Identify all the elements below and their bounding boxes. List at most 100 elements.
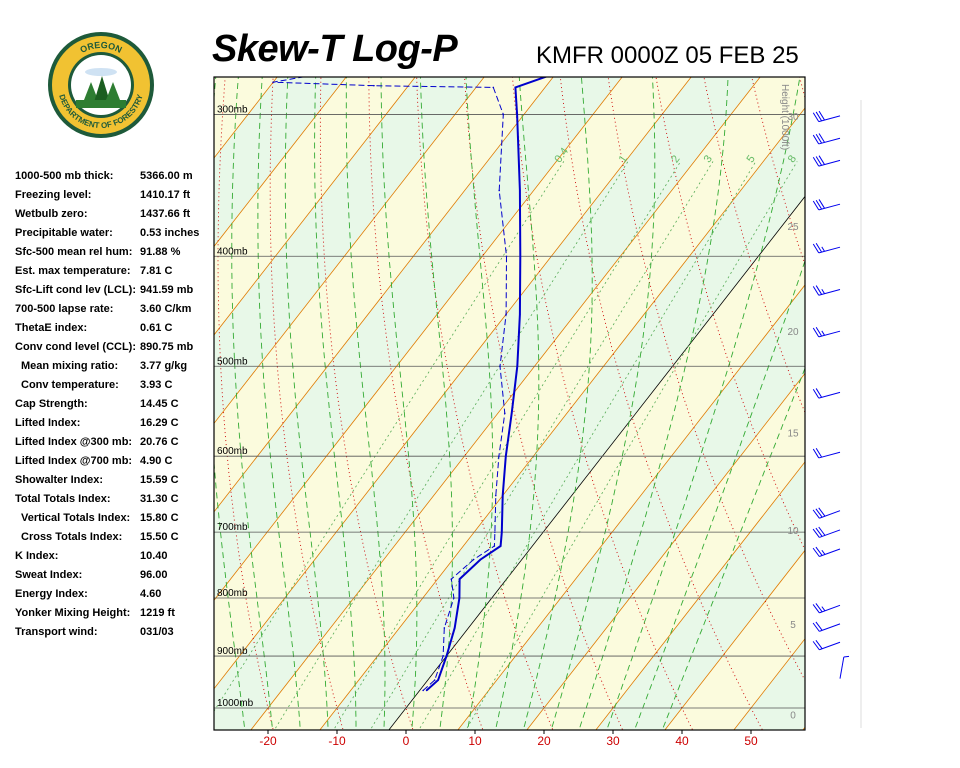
oregon-forestry-logo: OREGON DEPARTMENT OF FORESTRY	[46, 30, 156, 140]
moist-adiabat	[284, 77, 329, 730]
wind-barb-shaft	[839, 656, 845, 679]
height-tick-label: 10	[787, 526, 799, 537]
dewpoint-point	[433, 679, 436, 681]
wind-barb-flag	[815, 199, 823, 210]
x-tick-label: -20	[259, 734, 277, 748]
wind-barb-shaft	[819, 641, 841, 651]
isotherm	[214, 77, 554, 513]
dry-adiabat	[894, 73, 960, 736]
wind-barb-flag	[818, 199, 825, 209]
isotherm	[214, 77, 347, 248]
wind-barb-flag	[818, 526, 826, 536]
dewpoint-point	[422, 689, 424, 692]
wind-barb-flag	[815, 603, 823, 613]
temperature-point	[516, 113, 518, 116]
stat-row: K Index: 10.40	[15, 548, 215, 567]
wind-barb-flag	[812, 509, 820, 519]
x-tick-label: 0	[403, 734, 410, 748]
moist-adiabat	[214, 77, 246, 730]
moist-adiabat	[380, 77, 418, 730]
moist-adiabat	[231, 77, 273, 730]
stat-row: Conv temperature: 3.93 C	[15, 377, 215, 396]
isotherm	[872, 77, 960, 730]
wind-barb	[812, 285, 841, 296]
isotherm	[214, 77, 692, 690]
wind-barb	[812, 155, 841, 167]
stat-value: 941.59 mb	[140, 284, 194, 296]
stat-row: Total Totals Index: 31.30 C	[15, 491, 215, 510]
stat-row: Freezing level: 1410.17 ft	[15, 187, 215, 206]
wind-barb-flag	[815, 527, 823, 537]
stat-value: 4.60	[140, 588, 162, 600]
stat-label: Mean mixing ratio:	[21, 360, 119, 372]
mixing-ratio-label: 2	[669, 153, 682, 165]
zero-isotherm	[388, 195, 805, 730]
stat-value: 5366.00 m	[140, 170, 193, 182]
stat-value: 31.30 C	[140, 493, 179, 505]
stat-value: 7.81 C	[140, 265, 173, 277]
mixing-ratio-label: 1	[617, 153, 630, 165]
pressure-label: 700mb	[217, 522, 248, 533]
wind-barb-flag	[812, 388, 820, 399]
dewpoint-point	[384, 62, 386, 64]
dewpoint-point	[505, 313, 507, 316]
wind-barb-flag	[821, 246, 825, 252]
isotherm	[941, 77, 960, 730]
wind-barb-flag	[812, 200, 820, 211]
stat-row: Conv cond level (CCL): 890.75 mb	[15, 339, 215, 358]
temperature-point	[499, 545, 502, 547]
chart-title: Skew-T Log-P	[212, 28, 458, 70]
pressure-label: 400mb	[217, 246, 248, 257]
dry-adiabat	[942, 73, 960, 736]
stat-value: 4.90 C	[140, 455, 173, 467]
wind-barb-shaft	[818, 115, 841, 123]
mixing-ratio-line	[273, 161, 629, 730]
temperature-point	[510, 412, 513, 415]
dewpoint-point	[494, 494, 497, 497]
isotherm	[250, 77, 761, 730]
stat-label: Cross Totals Index:	[21, 531, 123, 543]
stat-label: Vertical Totals Index:	[21, 512, 131, 524]
wind-barb-flag	[821, 288, 825, 294]
wind-barb	[812, 242, 841, 254]
isotherm	[0, 77, 70, 730]
stat-label: Sweat Index:	[15, 569, 83, 581]
isotherm	[0, 77, 1, 730]
isotherm	[214, 77, 485, 425]
wind-barb	[812, 603, 841, 614]
pressure-label: 500mb	[217, 356, 248, 367]
dry-adiabat	[217, 77, 274, 730]
wind-barb-flag	[818, 507, 826, 517]
stat-row: Sweat Index: 96.00	[15, 567, 215, 586]
stat-label: Showalter Index:	[15, 474, 104, 486]
wind-barb-flag	[843, 655, 850, 658]
wind-barb-flag	[812, 547, 820, 557]
wind-barb-flag	[815, 111, 823, 122]
x-tick-label: 10	[468, 734, 482, 748]
wind-barb-flag	[821, 330, 825, 336]
temperature-point	[606, 49, 608, 51]
wind-barb	[812, 507, 841, 519]
moist-adiabat	[634, 259, 805, 730]
plot-frame	[213, 76, 806, 731]
moist-adiabat	[522, 77, 593, 730]
wind-barb-shaft	[818, 246, 841, 254]
moist-adiabat	[606, 77, 801, 730]
isotherm-band	[214, 77, 761, 730]
isotherm	[595, 461, 805, 730]
wind-barb	[812, 526, 841, 538]
stat-value: 3.60 C/km	[140, 303, 192, 315]
wind-barb-flag	[815, 640, 823, 650]
stat-label: Conv cond level (CCL):	[15, 341, 137, 353]
wind-barb-flag	[815, 156, 823, 166]
wind-barb	[812, 110, 841, 123]
temperature-point	[458, 578, 461, 580]
wind-barb-flag	[815, 448, 823, 458]
temperature-point	[514, 86, 517, 89]
isotherm-band	[872, 77, 960, 730]
dewpoint-point	[492, 86, 495, 89]
stat-row: Sfc-Lift cond lev (LCL): 941.59 mb	[15, 282, 215, 301]
isotherm-band	[0, 77, 139, 730]
stat-row: Transport wind: 031/03	[15, 624, 215, 643]
temperature-point	[501, 494, 504, 497]
